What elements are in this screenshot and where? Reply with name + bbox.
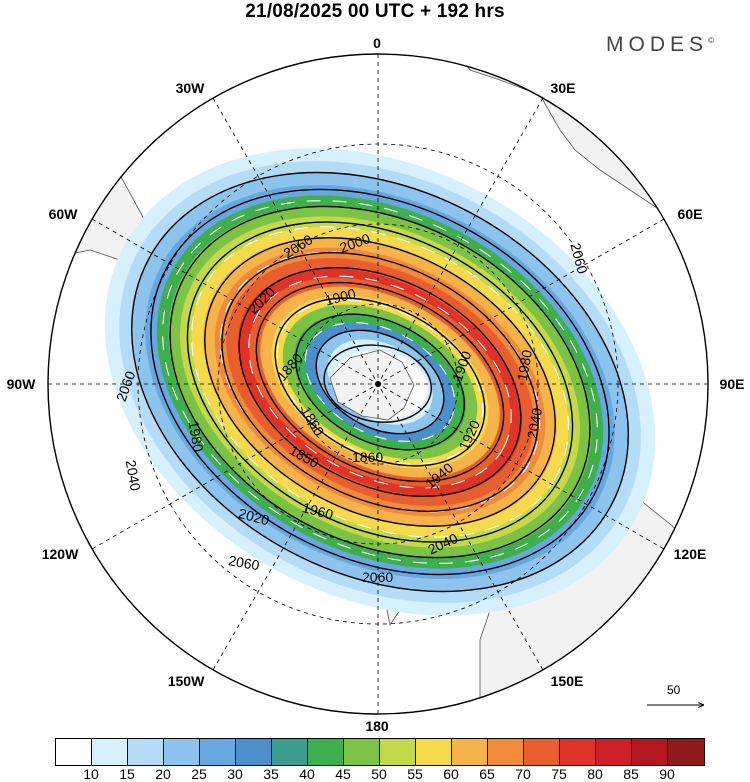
contour-label: 1960 xyxy=(301,499,335,523)
colorbar-swatch xyxy=(128,739,164,765)
vector-scale-arrow-icon xyxy=(647,683,705,713)
colorbar-swatch xyxy=(596,739,632,765)
lon-label-0: 0 xyxy=(373,35,381,51)
colorbar-swatch xyxy=(236,739,272,765)
lon-label-90w: 90W xyxy=(6,376,36,392)
colorbar-tick-label: 45 xyxy=(335,766,351,782)
colorbar-swatch xyxy=(668,739,704,765)
colorbar-swatch xyxy=(344,739,380,765)
colorbar-swatch xyxy=(56,739,92,765)
brand-logo: MODES© xyxy=(606,33,714,57)
colorbar-swatch xyxy=(560,739,596,765)
pole-marker xyxy=(375,381,381,387)
colorbar-swatch xyxy=(380,739,416,765)
contour-label: 2060 xyxy=(362,569,393,585)
contour-label: 1980 xyxy=(514,348,535,382)
colorbar-swatch xyxy=(92,739,128,765)
lon-label-30e: 30E xyxy=(550,80,576,96)
contour-label: 2040 xyxy=(524,406,545,440)
colorbar-swatch xyxy=(524,739,560,765)
colorbar-tick-label: 55 xyxy=(407,766,423,782)
vector-scale-value: 50 xyxy=(667,683,681,697)
map-border xyxy=(47,53,709,715)
contour-label: 2040 xyxy=(123,459,144,493)
colorbar-tick-label: 25 xyxy=(191,766,207,782)
brand-copyright: © xyxy=(708,36,714,45)
colorbar-tick-label: 30 xyxy=(227,766,243,782)
colorbar-tick-label: 15 xyxy=(119,766,135,782)
colorbar-tick-label: 70 xyxy=(515,766,531,782)
contour-label: 2060 xyxy=(567,241,591,275)
colorbar-tick-label: 35 xyxy=(263,766,279,782)
colorbar-tick-label: 85 xyxy=(623,766,639,782)
lon-label-120e: 120E xyxy=(673,546,707,562)
map-title: 21/08/2025 00 UTC + 192 hrs xyxy=(245,1,505,22)
lon-label-60w: 60W xyxy=(48,206,78,222)
lon-label-30w: 30W xyxy=(175,80,205,96)
colorbar-tick-label: 40 xyxy=(299,766,315,782)
lon-label-90e: 90E xyxy=(719,376,745,392)
colorbar-swatch xyxy=(308,739,344,765)
colorbar xyxy=(55,738,705,766)
colorbar-tick-label: 65 xyxy=(479,766,495,782)
colorbar-swatch xyxy=(416,739,452,765)
polar-map: 2060 2000 1900 1880 2020 1920 1980 1860 … xyxy=(47,53,709,715)
contour-label: 2020 xyxy=(237,505,271,529)
colorbar-tick-label: 20 xyxy=(155,766,171,782)
antarctica-coast xyxy=(329,349,415,421)
colorbar-swatch xyxy=(632,739,668,765)
colorbar-swatch xyxy=(200,739,236,765)
lon-label-120w: 120W xyxy=(41,546,79,562)
contour-label: 1860 xyxy=(352,449,383,465)
colorbar-tick-label: 50 xyxy=(371,766,387,782)
colorbar-ticks: 10 15 20 25 30 35 40 45 50 55 60 65 70 75 80 85 90 xyxy=(55,766,703,782)
colorbar-tick-label: 80 xyxy=(587,766,603,782)
colorbar-tick-label: 90 xyxy=(659,766,675,782)
colorbar-swatch xyxy=(452,739,488,765)
colorbar-swatch xyxy=(164,739,200,765)
brand-text: MODES xyxy=(606,33,709,56)
colorbar-tick-label: 10 xyxy=(83,766,99,782)
wind-vectors xyxy=(162,200,598,564)
contour-label: 2060 xyxy=(227,552,261,573)
colorbar-swatch xyxy=(488,739,524,765)
height-contours xyxy=(131,171,629,593)
lon-label-150w: 150W xyxy=(167,673,205,689)
colorbar-tick-label: 60 xyxy=(443,766,459,782)
contour-label: 1900 xyxy=(323,285,357,309)
vector-scale-legend: 50 xyxy=(645,683,705,713)
lon-label-60e: 60E xyxy=(677,206,703,222)
lon-label-150e: 150E xyxy=(550,673,584,689)
contour-label: 1980 xyxy=(186,420,207,454)
lon-label-180: 180 xyxy=(365,718,389,734)
colorbar-swatch xyxy=(272,739,308,765)
colorbar-tick-label: 75 xyxy=(551,766,567,782)
